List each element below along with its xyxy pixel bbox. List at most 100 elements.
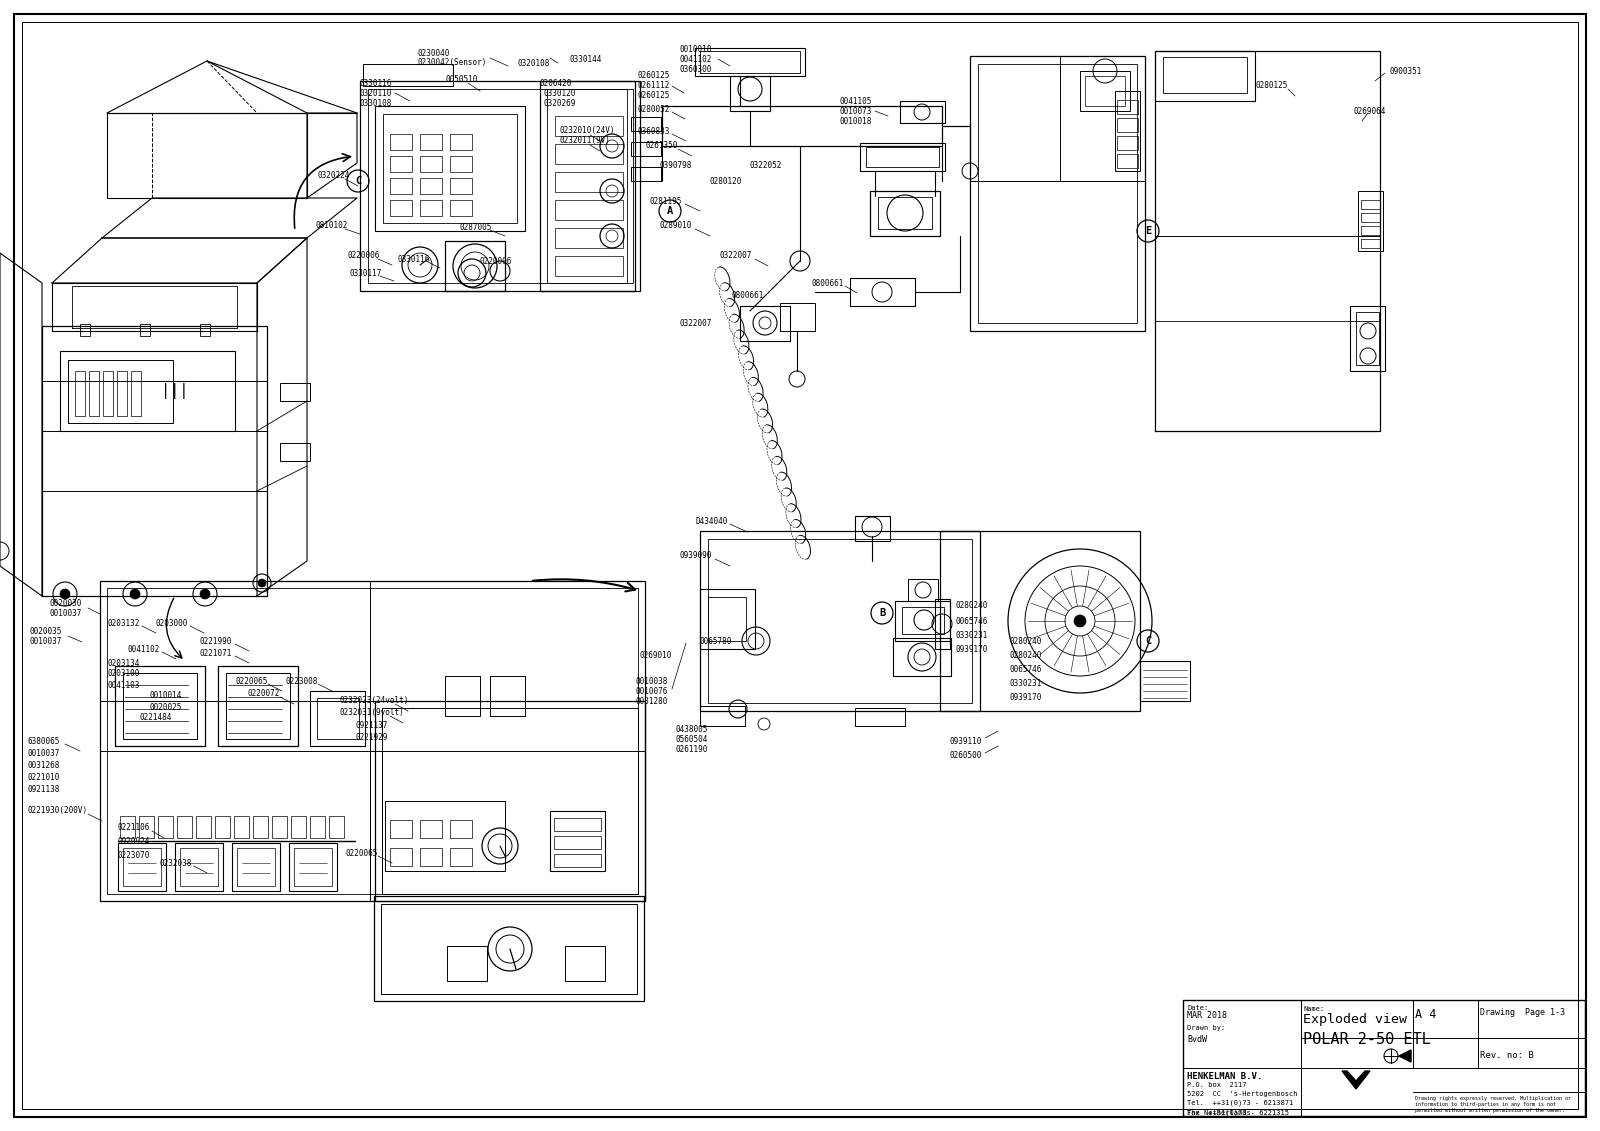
Text: 0065746: 0065746 <box>955 616 987 625</box>
Bar <box>290 843 338 891</box>
Bar <box>1117 154 1138 169</box>
Circle shape <box>1074 615 1086 627</box>
Bar <box>730 76 770 111</box>
Text: 0031280: 0031280 <box>635 697 667 706</box>
Text: Rev. no: B: Rev. no: B <box>1480 1052 1534 1061</box>
Text: 0041102: 0041102 <box>126 645 160 654</box>
Text: 0269064: 0269064 <box>1354 106 1386 115</box>
FancyArrowPatch shape <box>294 154 350 228</box>
Text: 0232010(24V): 0232010(24V) <box>560 127 616 136</box>
Text: 0281195: 0281195 <box>650 197 682 206</box>
Text: 0322007: 0322007 <box>680 319 712 328</box>
Text: 0206420: 0206420 <box>541 78 573 87</box>
Text: 0010037: 0010037 <box>30 637 62 646</box>
Bar <box>139 815 154 838</box>
Text: 0221106: 0221106 <box>118 823 150 832</box>
Text: 0232031(9volt): 0232031(9volt) <box>339 708 405 717</box>
Bar <box>978 64 1138 323</box>
Bar <box>374 701 645 901</box>
FancyArrowPatch shape <box>533 579 635 592</box>
Bar <box>707 539 973 703</box>
Bar <box>61 351 235 431</box>
Text: Drawn by:: Drawn by: <box>1187 1025 1226 1031</box>
Bar <box>565 946 605 981</box>
Text: 0280240: 0280240 <box>955 602 987 611</box>
Bar <box>550 811 605 871</box>
Bar <box>291 815 306 838</box>
Bar <box>694 48 805 76</box>
Text: 0203132: 0203132 <box>107 619 139 628</box>
Text: 0260500: 0260500 <box>950 751 982 760</box>
Text: 0280052: 0280052 <box>638 104 670 113</box>
Bar <box>390 848 413 866</box>
Bar <box>390 133 413 150</box>
Text: 0320108: 0320108 <box>518 59 550 68</box>
Bar <box>662 106 942 146</box>
Text: 0010014: 0010014 <box>150 691 182 700</box>
Circle shape <box>61 589 70 599</box>
Text: 0560504: 0560504 <box>675 734 707 743</box>
Bar <box>490 676 525 716</box>
Text: C: C <box>355 176 362 185</box>
Bar <box>1117 118 1138 132</box>
Bar <box>554 836 602 849</box>
Bar <box>1115 90 1139 171</box>
Bar <box>99 581 645 901</box>
Bar <box>42 326 267 596</box>
Text: 0320269: 0320269 <box>542 98 576 107</box>
Bar <box>701 530 979 711</box>
Bar <box>630 143 661 156</box>
Bar <box>1155 51 1254 101</box>
Bar <box>450 156 472 172</box>
Text: B: B <box>878 608 885 618</box>
Bar <box>317 698 358 739</box>
Text: C: C <box>1146 636 1150 646</box>
Text: 5202  CC  's-Hertogenbosch: 5202 CC 's-Hertogenbosch <box>1187 1091 1298 1097</box>
Bar <box>630 167 661 181</box>
Text: 0289010: 0289010 <box>661 222 693 231</box>
Bar <box>195 815 211 838</box>
Text: 0232023(24volt): 0232023(24volt) <box>339 697 410 706</box>
Bar <box>894 601 950 641</box>
Text: 0921138: 0921138 <box>29 785 61 794</box>
Bar <box>107 113 307 198</box>
Text: 0031268: 0031268 <box>29 760 61 769</box>
Text: 0065746: 0065746 <box>1010 665 1042 673</box>
Text: 0261190: 0261190 <box>675 744 707 753</box>
Bar <box>381 904 637 994</box>
Bar <box>419 820 442 838</box>
Text: 0010038: 0010038 <box>635 676 667 685</box>
Bar <box>1357 312 1379 365</box>
Bar <box>854 516 890 541</box>
Bar <box>970 57 1146 331</box>
Bar <box>390 200 413 216</box>
Text: 0221010: 0221010 <box>29 772 61 782</box>
Bar <box>1362 200 1379 209</box>
Bar <box>555 256 622 276</box>
Text: 0260125: 0260125 <box>638 71 670 80</box>
Bar <box>541 81 640 291</box>
Bar <box>419 848 442 866</box>
Bar <box>123 848 162 886</box>
Text: D434040: D434040 <box>694 517 728 526</box>
Text: 0065780: 0065780 <box>701 637 733 646</box>
Bar <box>390 178 413 195</box>
Text: 0330108: 0330108 <box>360 98 392 107</box>
Bar <box>1362 239 1379 248</box>
Bar <box>1182 1000 1586 1116</box>
Bar <box>630 116 661 131</box>
Text: 0220065: 0220065 <box>235 676 267 685</box>
Bar <box>1163 57 1246 93</box>
Text: 0020025: 0020025 <box>150 702 182 711</box>
Text: 0939090: 0939090 <box>680 552 712 561</box>
Text: 0921137: 0921137 <box>355 720 387 729</box>
Text: 0221484: 0221484 <box>141 714 173 723</box>
Bar <box>866 147 939 167</box>
Bar <box>232 843 280 891</box>
Text: E: E <box>1146 226 1150 236</box>
Bar <box>781 303 814 331</box>
Text: 0220006: 0220006 <box>349 251 381 260</box>
Bar <box>555 144 622 164</box>
Bar <box>179 848 218 886</box>
Bar <box>310 815 325 838</box>
